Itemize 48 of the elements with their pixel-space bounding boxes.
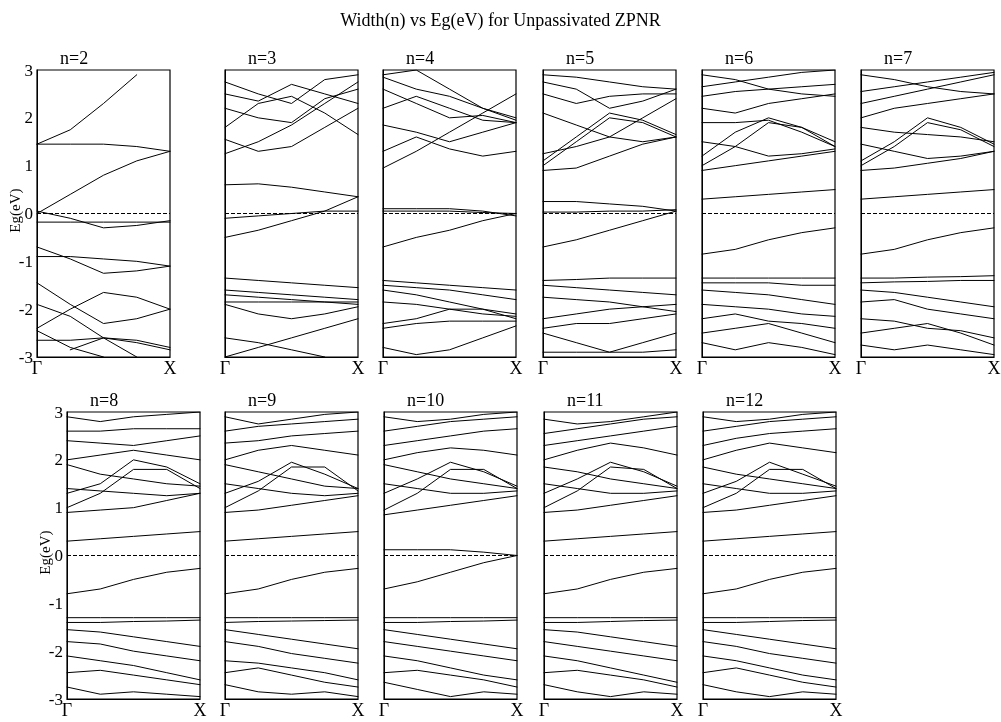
y-tick-label: -3 bbox=[18, 347, 33, 367]
y-axis-title: Eg(eV) bbox=[6, 188, 24, 233]
x-tick-label: Γ bbox=[537, 358, 549, 378]
chart-title: n=12 bbox=[726, 390, 764, 410]
chart-title: n=10 bbox=[407, 390, 445, 410]
y-tick-label: -2 bbox=[18, 299, 33, 319]
x-tick-label: X bbox=[193, 700, 207, 720]
chart-title: n=8 bbox=[90, 390, 119, 410]
y-tick-label: -1 bbox=[18, 251, 33, 271]
y-tick-label: -2 bbox=[48, 641, 63, 661]
x-tick-label: Γ bbox=[855, 358, 867, 378]
x-tick-label: Γ bbox=[219, 700, 231, 720]
y-tick-label: 3 bbox=[54, 402, 63, 422]
text: Width(n) vs Eg(eV) for Unpassivated ZPNR bbox=[339, 10, 662, 31]
chart-title: n=3 bbox=[248, 48, 277, 68]
y-tick-label: 0 bbox=[24, 204, 33, 223]
y-tick-label: 2 bbox=[24, 108, 33, 128]
x-tick-label: X bbox=[509, 358, 523, 378]
chart-title: n=6 bbox=[725, 48, 754, 68]
y-axis-title: Eg(eV) bbox=[36, 530, 54, 575]
y-tick-label: -3 bbox=[48, 689, 63, 709]
chart-title: n=11 bbox=[567, 390, 604, 410]
x-tick-label: X bbox=[163, 358, 177, 378]
x-tick-label: X bbox=[670, 700, 684, 720]
y-tick-label: 2 bbox=[54, 450, 63, 470]
x-tick-label: X bbox=[510, 700, 524, 720]
x-tick-label: Γ bbox=[696, 358, 708, 378]
chart-title: n=5 bbox=[566, 48, 595, 68]
y-tick-label: 1 bbox=[54, 498, 63, 518]
y-tick-label: 1 bbox=[24, 156, 33, 176]
x-tick-label: Γ bbox=[377, 358, 389, 378]
x-tick-label: X bbox=[987, 358, 1001, 378]
x-tick-label: X bbox=[828, 358, 842, 378]
chart-title: n=4 bbox=[406, 48, 435, 68]
x-tick-label: Γ bbox=[219, 358, 231, 378]
chart-title: n=2 bbox=[60, 48, 89, 68]
x-tick-label: X bbox=[351, 358, 365, 378]
x-tick-label: X bbox=[351, 700, 365, 720]
chart-title: n=7 bbox=[884, 48, 913, 68]
y-tick-label: -1 bbox=[48, 593, 63, 613]
x-tick-label: Γ bbox=[538, 700, 550, 720]
x-tick-label: X bbox=[829, 700, 843, 720]
x-tick-label: Γ bbox=[378, 700, 390, 720]
chart-title: n=9 bbox=[248, 390, 277, 410]
x-tick-label: X bbox=[669, 358, 683, 378]
y-tick-label: 0 bbox=[54, 546, 63, 565]
x-tick-label: Γ bbox=[697, 700, 709, 720]
y-tick-label: 3 bbox=[24, 60, 33, 80]
